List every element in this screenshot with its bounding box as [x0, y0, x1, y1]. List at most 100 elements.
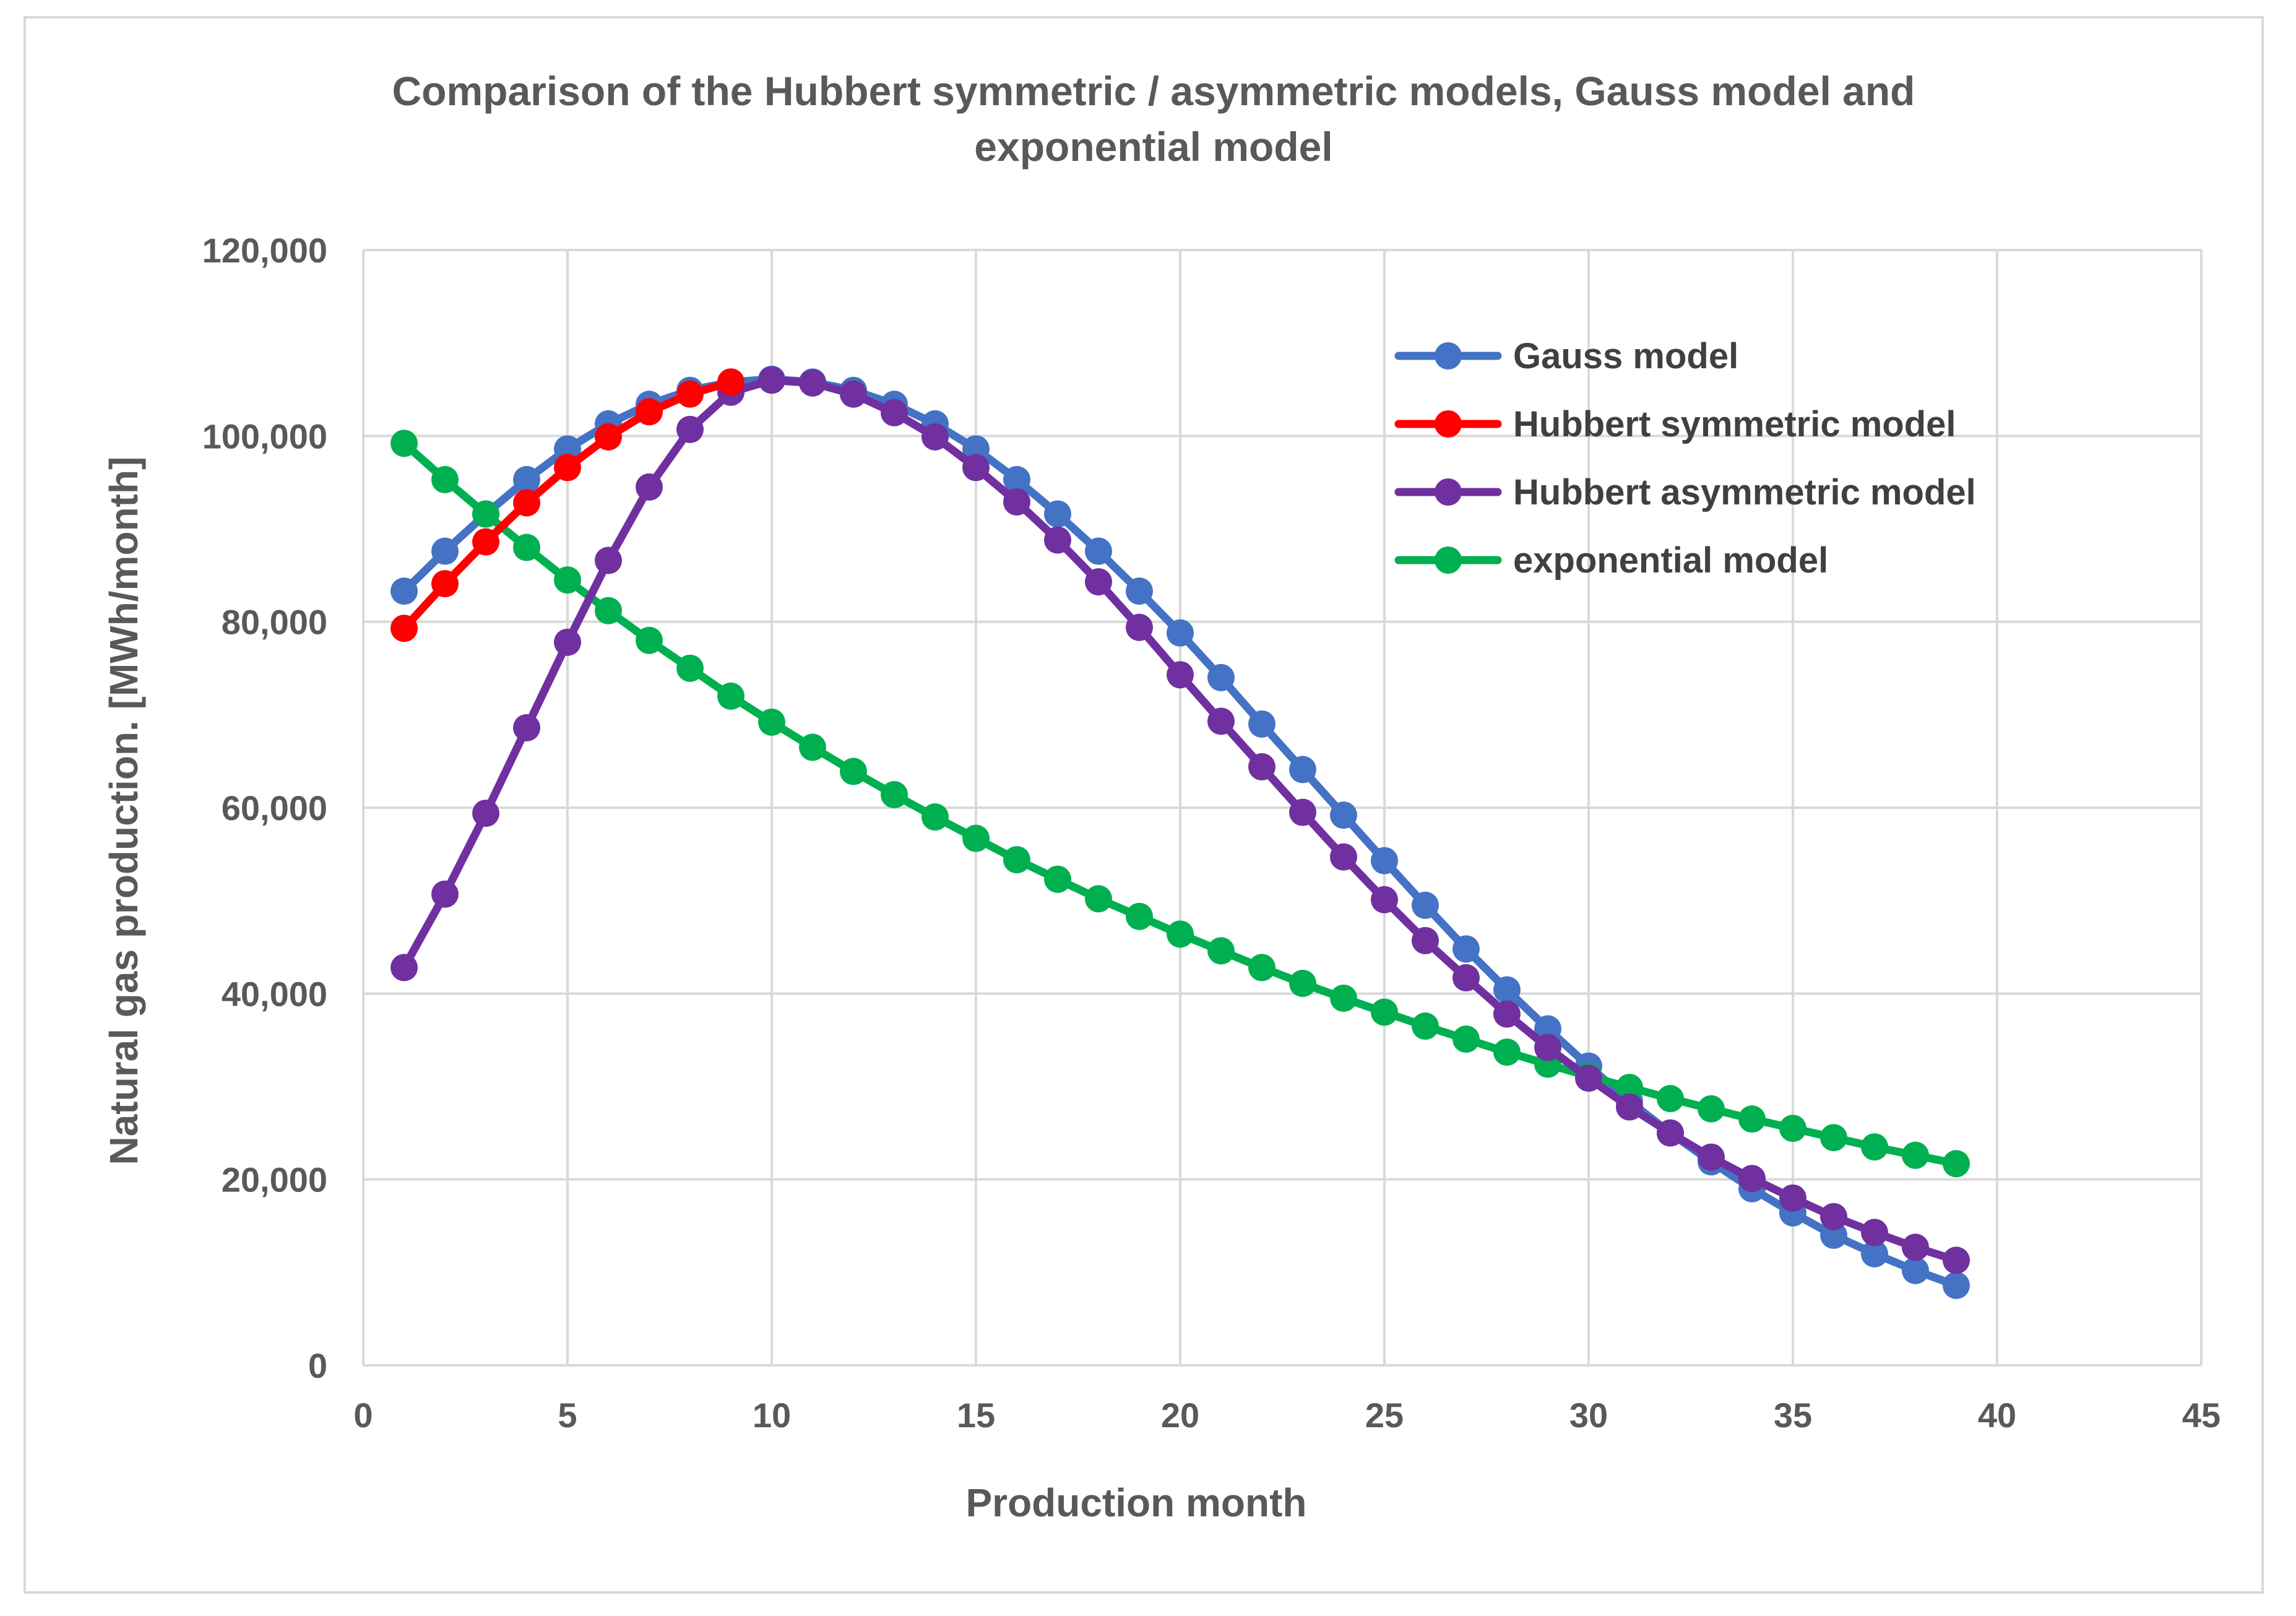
- series-exponential-model: [391, 430, 1970, 1178]
- data-point: [1248, 954, 1275, 982]
- chart-title-line-1: Comparison of the Hubbert symmetric / as…: [392, 68, 1915, 114]
- data-point: [1861, 1240, 1888, 1268]
- data-point: [1167, 661, 1194, 689]
- data-point: [1126, 902, 1153, 930]
- y-tick-label: 40,000: [222, 974, 327, 1013]
- data-point: [1044, 526, 1071, 554]
- x-tick-label: 5: [558, 1396, 577, 1435]
- data-point: [1902, 1141, 1929, 1169]
- data-point: [1207, 663, 1235, 691]
- data-point: [840, 758, 867, 785]
- data-point: [1698, 1143, 1725, 1171]
- data-point: [1452, 964, 1480, 992]
- data-point: [1820, 1124, 1847, 1152]
- data-point: [1452, 1025, 1480, 1053]
- data-point: [636, 626, 663, 654]
- chart-title-line-2: exponential model: [974, 124, 1332, 170]
- data-point: [1248, 753, 1275, 780]
- legend-swatch-marker: [1435, 342, 1462, 369]
- y-tick-label: 60,000: [222, 789, 327, 827]
- data-point: [1861, 1133, 1888, 1161]
- data-point: [1085, 885, 1112, 913]
- y-tick-label: 0: [308, 1346, 327, 1385]
- chart-frame: Comparison of the Hubbert symmetric / as…: [24, 16, 2264, 1594]
- data-point: [1943, 1247, 1970, 1274]
- legend-item: Hubbert asymmetric model: [1394, 472, 1976, 512]
- data-point: [1289, 798, 1316, 826]
- data-point: [1003, 846, 1030, 874]
- data-point: [554, 628, 581, 656]
- data-point: [1861, 1219, 1888, 1247]
- y-tick-label: 120,000: [202, 231, 327, 270]
- data-point: [1534, 1034, 1561, 1061]
- data-point: [1371, 847, 1398, 875]
- x-tick-label: 30: [1569, 1396, 1608, 1435]
- data-point: [1371, 998, 1398, 1026]
- data-point: [676, 654, 704, 682]
- series-layer: [391, 365, 1970, 1299]
- legend-swatch-marker: [1435, 410, 1462, 438]
- data-point: [881, 399, 908, 426]
- data-point: [1616, 1093, 1643, 1121]
- data-point: [676, 415, 704, 443]
- x-tick-label: 40: [1978, 1396, 2016, 1435]
- data-point: [391, 577, 418, 605]
- y-tick-label: 80,000: [222, 603, 327, 642]
- x-tick-label: 10: [753, 1396, 791, 1435]
- chart-title: Comparison of the Hubbert symmetric / as…: [392, 68, 1915, 170]
- data-point: [1207, 937, 1235, 965]
- line-chart: Comparison of the Hubbert symmetric / as…: [101, 68, 2220, 1525]
- data-point: [1738, 1105, 1766, 1133]
- data-point: [799, 369, 826, 397]
- data-point: [1167, 920, 1194, 948]
- data-point: [554, 454, 581, 482]
- data-point: [1126, 577, 1153, 605]
- data-point: [1902, 1234, 1929, 1261]
- data-point: [513, 465, 540, 493]
- x-tick-label: 0: [353, 1396, 373, 1435]
- data-point: [1207, 707, 1235, 735]
- data-point: [962, 454, 990, 482]
- legend-label: Hubbert asymmetric model: [1513, 472, 1976, 512]
- x-tick-label: 20: [1161, 1396, 1199, 1435]
- legend-item: exponential model: [1394, 540, 1828, 581]
- data-point: [921, 803, 949, 831]
- data-point: [1698, 1095, 1725, 1123]
- data-point: [1412, 927, 1439, 954]
- data-point: [472, 528, 499, 556]
- x-tick-label: 35: [1774, 1396, 1812, 1435]
- data-point: [1493, 1000, 1521, 1028]
- data-point: [391, 615, 418, 642]
- data-point: [1126, 613, 1153, 641]
- data-point: [1003, 465, 1030, 493]
- data-point: [1657, 1119, 1684, 1147]
- legend-swatch-marker: [1435, 478, 1462, 506]
- data-point: [1657, 1085, 1684, 1113]
- data-point: [1943, 1271, 1970, 1299]
- data-point: [431, 537, 459, 565]
- gridlines: [362, 249, 2203, 1367]
- data-point: [595, 597, 622, 624]
- data-point: [513, 489, 540, 517]
- data-point: [758, 708, 785, 736]
- x-tick-label: 25: [1365, 1396, 1404, 1435]
- data-point: [431, 880, 459, 908]
- x-axis-ticks: 0 5 10 15 20 25 30 35 40 45: [353, 1396, 2220, 1435]
- data-point: [676, 380, 704, 408]
- data-point: [1452, 935, 1480, 963]
- data-point: [1493, 1038, 1521, 1066]
- data-point: [595, 547, 622, 574]
- legend-item: Gauss model: [1394, 336, 1738, 376]
- data-point: [513, 714, 540, 741]
- data-point: [431, 465, 459, 493]
- data-point: [717, 682, 744, 710]
- data-point: [636, 398, 663, 426]
- data-point: [1412, 891, 1439, 919]
- data-point: [840, 380, 867, 408]
- data-point: [636, 473, 663, 501]
- data-point: [758, 366, 785, 394]
- data-point: [717, 368, 744, 396]
- y-tick-label: 20,000: [222, 1160, 327, 1199]
- legend-swatch-marker: [1435, 547, 1462, 574]
- data-point: [1412, 1012, 1439, 1040]
